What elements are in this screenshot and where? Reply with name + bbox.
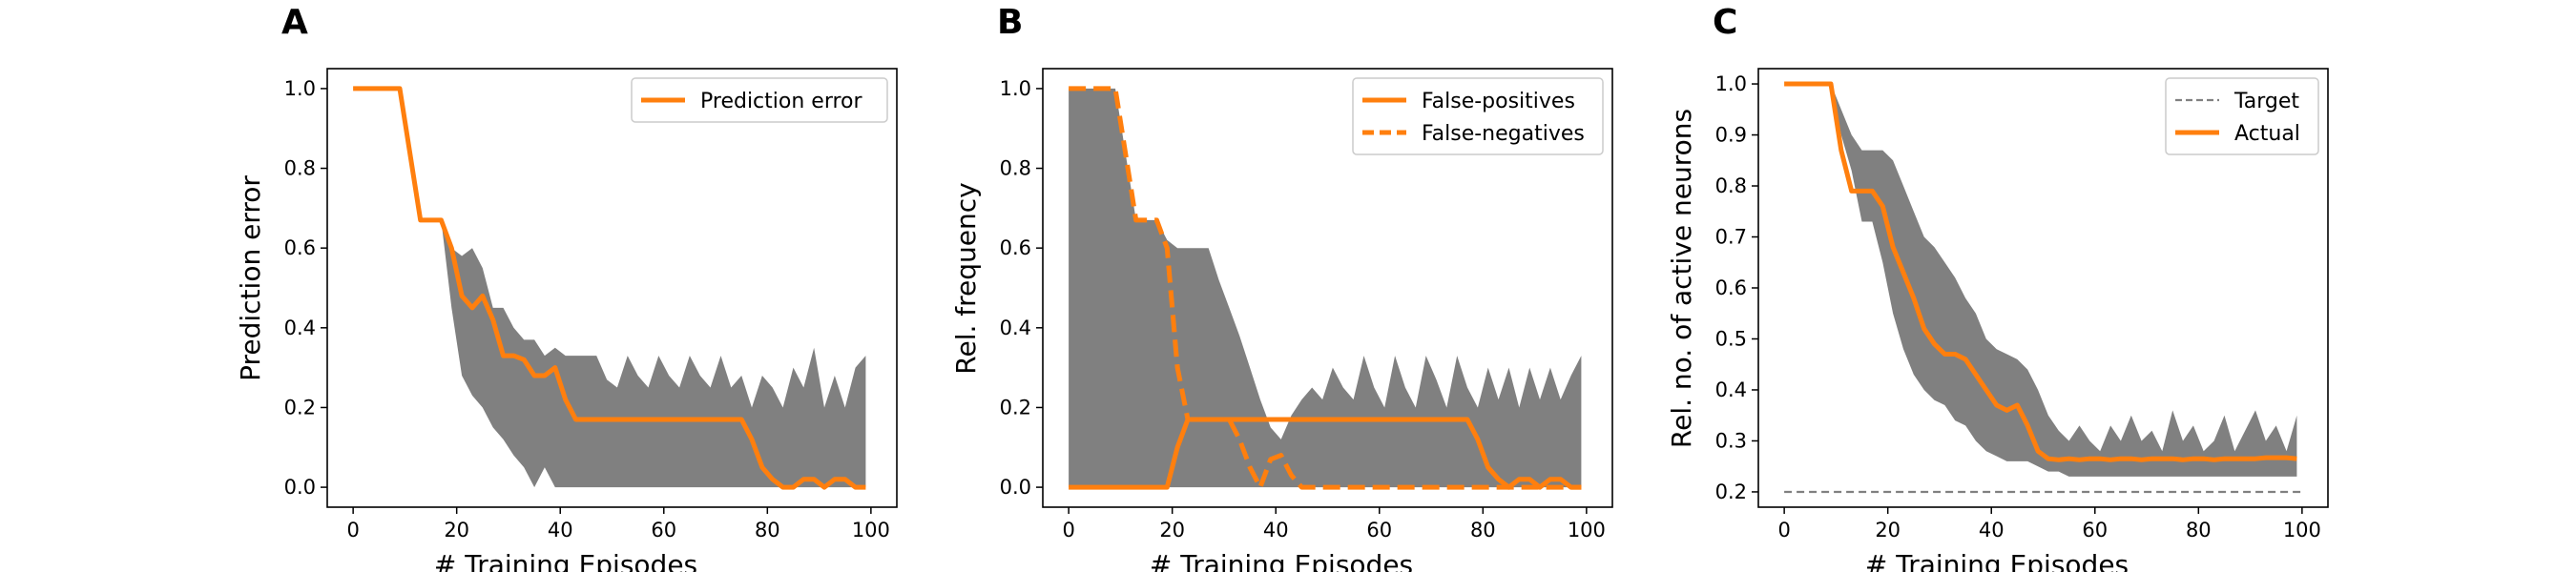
std-band-b: [1069, 88, 1582, 488]
y-tick-label-c: 0.9: [1715, 124, 1747, 147]
y-tick-label-b: 0.0: [1000, 476, 1031, 499]
y-tick-label-a: 0.8: [284, 157, 316, 180]
x-axis-label-c: # Training Episodes: [1865, 549, 2129, 572]
x-axis-label-a: # Training Episodes: [434, 549, 697, 572]
panel-a: A Prediction error # Training Episodes 0…: [235, 3, 898, 572]
x-tick-label-a: 60: [651, 519, 676, 541]
x-tick-label-c: 80: [2186, 519, 2212, 541]
x-tick-label-a: 80: [755, 519, 780, 541]
y-tick-label-a: 0.4: [284, 317, 316, 339]
series-line-c-actual: [1784, 81, 2297, 462]
y-tick-label-a: 0.6: [284, 236, 316, 259]
x-tick-label-a: 100: [852, 519, 890, 541]
x-axis-label-b: # Training Episodes: [1150, 549, 1413, 572]
x-tick-label-a: 20: [444, 519, 469, 541]
x-tick-label-c: 20: [1875, 519, 1901, 541]
x-tick-label-b: 80: [1470, 519, 1496, 541]
y-tick-label-c: 0.4: [1715, 378, 1747, 401]
y-axis-label-c: Rel. no. of active neurons: [1666, 109, 1697, 448]
x-tick-label-c: 60: [2082, 519, 2108, 541]
y-tick-label-c: 1.0: [1715, 72, 1747, 95]
panel-letter-b: B: [997, 3, 1023, 42]
x-tick-label-b: 40: [1263, 519, 1289, 541]
legend-b: False-positives False-negatives: [1352, 77, 1604, 155]
x-tick-label-b: 100: [1568, 519, 1606, 541]
legend-box-a: [631, 77, 888, 123]
y-tick-label-a: 0.2: [284, 396, 316, 419]
y-axis-label-b: Rel. frequency: [950, 182, 982, 374]
x-tick-label-c: 0: [1777, 519, 1790, 541]
legend-label-b: False-positives: [1422, 90, 1575, 113]
panel-letter-a: A: [281, 3, 308, 42]
legend-a: Prediction error: [631, 77, 888, 123]
y-tick-label-c: 0.3: [1715, 429, 1747, 452]
y-tick-label-a: 0.0: [284, 476, 316, 499]
legend-label-a: Prediction error: [700, 90, 862, 113]
y-tick-label-a: 1.0: [284, 77, 316, 100]
x-tick-label-a: 0: [346, 519, 359, 541]
legend-label-c: Target: [2233, 90, 2299, 113]
series-line-b-false-negatives: [1069, 86, 1582, 490]
series-line-b-false-positives: [1069, 417, 1582, 490]
y-tick-label-b: 0.2: [1000, 396, 1031, 419]
y-tick-label-b: 0.6: [1000, 236, 1031, 259]
y-axis-label-a: Prediction error: [235, 175, 266, 381]
std-band-c: [1784, 84, 2297, 477]
y-tick-label-b: 1.0: [1000, 77, 1031, 100]
x-tick-label-b: 60: [1366, 519, 1392, 541]
y-tick-label-c: 0.2: [1715, 480, 1747, 503]
x-tick-label-c: 40: [1979, 519, 2005, 541]
legend-label-b: False-negatives: [1422, 122, 1585, 146]
y-tick-label-c: 0.5: [1715, 327, 1747, 350]
y-tick-label-c: 0.8: [1715, 174, 1747, 197]
series-line-a-prediction-error: [353, 86, 866, 490]
legend-label-c: Actual: [2234, 122, 2300, 146]
y-tick-label-b: 0.8: [1000, 157, 1031, 180]
legend-box-b: [1352, 77, 1604, 155]
legend-box-c: [2165, 77, 2319, 155]
y-tick-label-b: 0.4: [1000, 317, 1031, 339]
axes-frame-b: [1042, 68, 1613, 508]
x-tick-label-b: 0: [1062, 519, 1074, 541]
axes-frame-a: [326, 68, 898, 508]
legend-c: Target Actual: [2165, 77, 2319, 155]
panel-c: C Rel. no. of active neurons # Training …: [1666, 3, 2329, 572]
y-tick-label-c: 0.7: [1715, 226, 1747, 249]
panel-b: B Rel. frequency # Training Episodes 0 20…: [950, 3, 1613, 572]
x-tick-label-c: 100: [2283, 519, 2321, 541]
std-band-a: [353, 88, 866, 488]
x-tick-label-a: 40: [548, 519, 573, 541]
panel-letter-c: C: [1713, 3, 1737, 42]
x-tick-label-b: 20: [1159, 519, 1185, 541]
y-tick-label-c: 0.6: [1715, 276, 1747, 299]
